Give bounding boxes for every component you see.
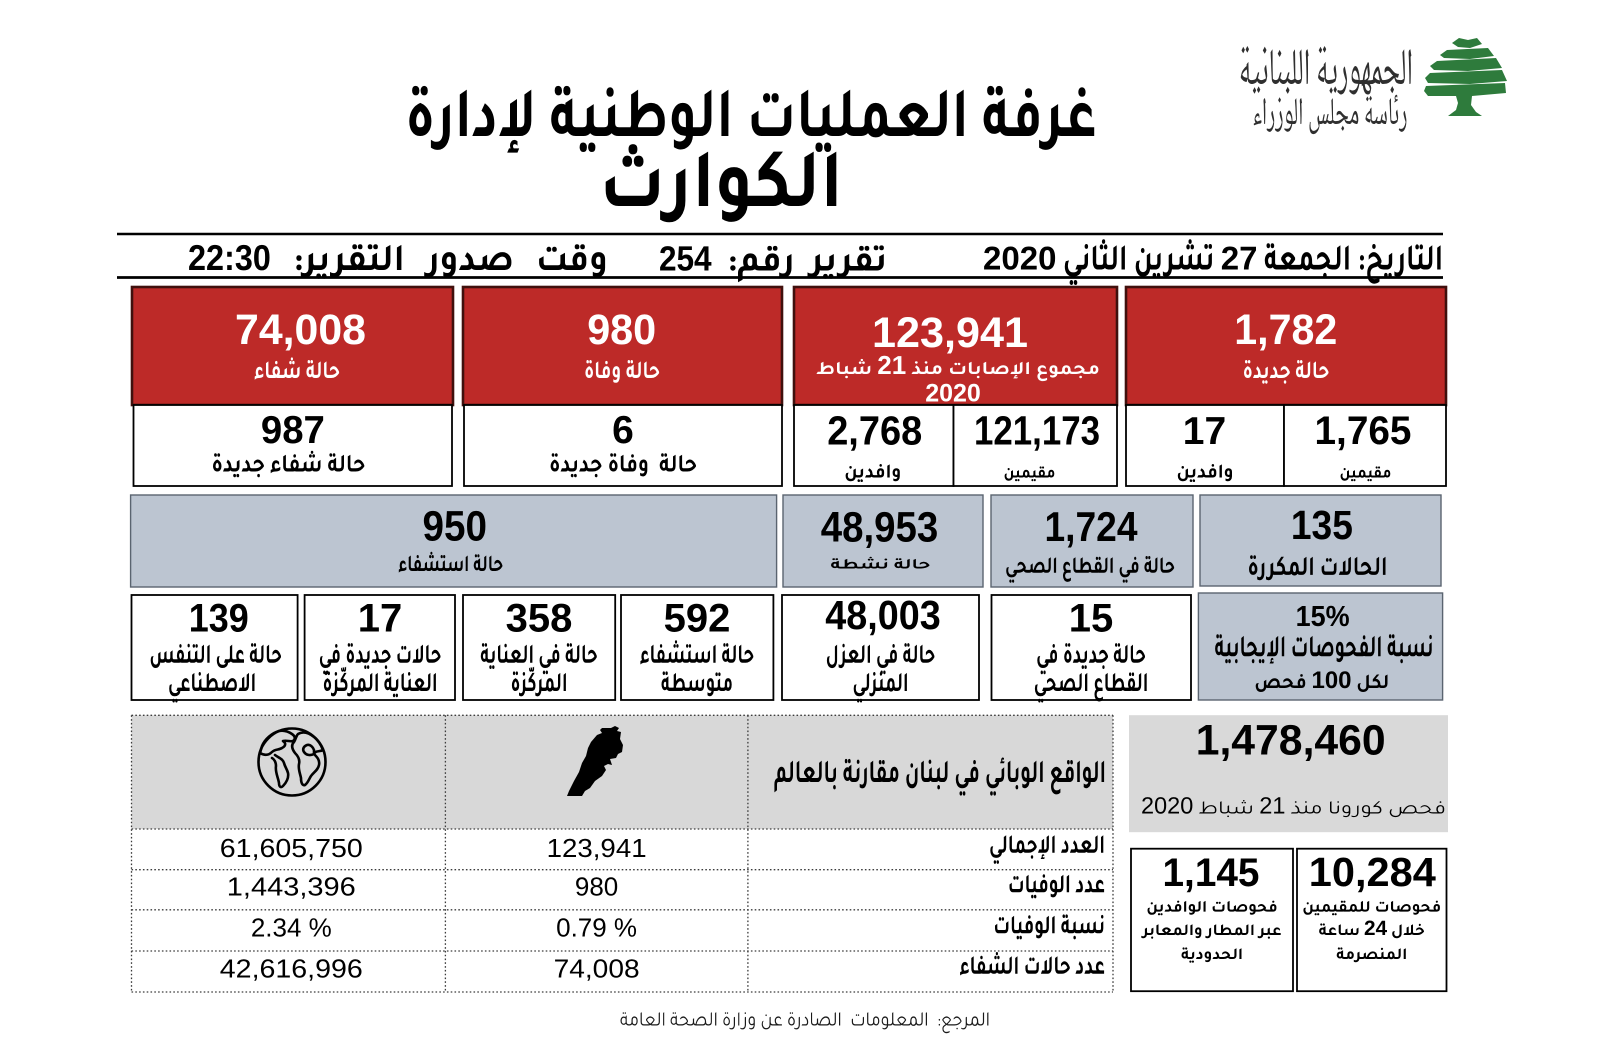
svg-text:2,768: 2,768 xyxy=(827,408,922,454)
svg-text:2020: 2020 xyxy=(925,380,981,408)
svg-text:0.79 %: 0.79 % xyxy=(556,913,637,943)
svg-text:17: 17 xyxy=(358,597,403,641)
svg-text:592: 592 xyxy=(664,597,731,641)
svg-text:123,941: 123,941 xyxy=(872,309,1028,357)
svg-text:980: 980 xyxy=(587,306,656,354)
svg-text:48,003: 48,003 xyxy=(825,592,941,638)
svg-text:15%: 15% xyxy=(1296,601,1350,633)
svg-text:1,782: 1,782 xyxy=(1234,306,1337,354)
svg-text:139: 139 xyxy=(189,597,249,641)
svg-text:74,008: 74,008 xyxy=(554,954,640,984)
svg-text:61,605,750: 61,605,750 xyxy=(220,833,363,863)
svg-text:987: 987 xyxy=(261,409,325,452)
svg-text:2.34 %: 2.34 % xyxy=(251,913,332,943)
svg-text:950: 950 xyxy=(423,503,488,551)
svg-text:10,284: 10,284 xyxy=(1309,849,1436,895)
svg-text:121,173: 121,173 xyxy=(974,408,1100,454)
svg-text:980: 980 xyxy=(575,872,618,902)
svg-text:1,145: 1,145 xyxy=(1163,851,1260,895)
svg-text:1,478,460: 1,478,460 xyxy=(1196,716,1386,764)
svg-text:17: 17 xyxy=(1183,410,1226,453)
svg-text:1,443,396: 1,443,396 xyxy=(227,872,356,902)
svg-text:6: 6 xyxy=(612,409,634,452)
svg-text:42,616,996: 42,616,996 xyxy=(220,954,363,984)
svg-text:48,953: 48,953 xyxy=(821,503,939,551)
svg-text:1,765: 1,765 xyxy=(1315,409,1412,453)
svg-text:358: 358 xyxy=(506,597,573,641)
svg-text:135: 135 xyxy=(1291,502,1353,548)
svg-text:1,724: 1,724 xyxy=(1045,503,1139,550)
svg-text:15: 15 xyxy=(1069,597,1114,641)
svg-text:74,008: 74,008 xyxy=(235,306,366,354)
svg-text:123,941: 123,941 xyxy=(547,833,647,863)
